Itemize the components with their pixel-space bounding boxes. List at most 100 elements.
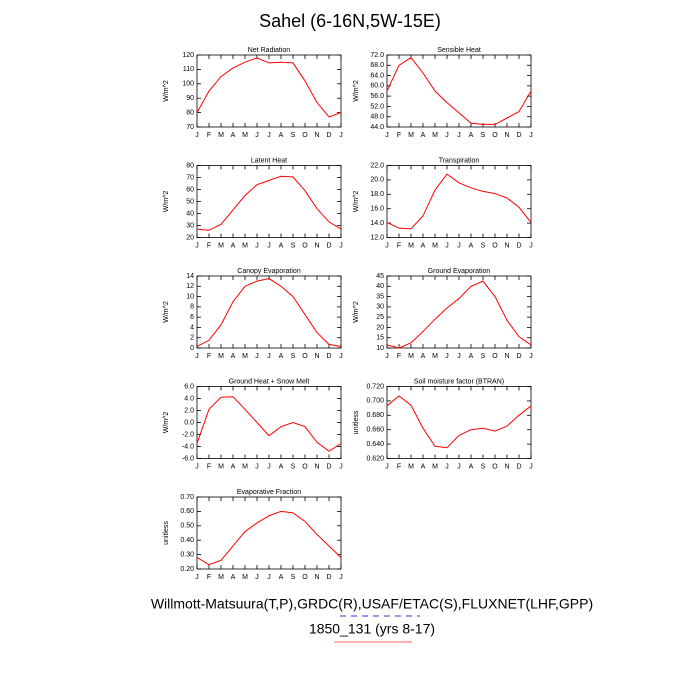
x-tick-label: J — [339, 242, 343, 249]
x-tick-label: A — [421, 353, 426, 360]
y-tick-label: 18.0 — [370, 191, 384, 198]
y-tick-label: 48.0 — [370, 114, 384, 121]
x-tick-label: J — [457, 353, 461, 360]
x-tick-label: D — [326, 463, 331, 470]
data-line — [386, 56, 532, 125]
x-tick-label: M — [242, 242, 248, 249]
x-tick-label: A — [279, 574, 284, 581]
x-tick-label: M — [218, 353, 224, 360]
x-tick-label: A — [421, 132, 426, 139]
y-tick-label: 50 — [186, 198, 194, 205]
y-tick-label: -4.0 — [182, 443, 194, 450]
y-tick-label: 0.60 — [180, 508, 194, 515]
x-tick-label: N — [314, 463, 319, 470]
x-tick-label: M — [218, 463, 224, 470]
y-tick-label: 0.0 — [184, 419, 194, 426]
x-tick-label: M — [432, 132, 438, 139]
data-line — [386, 173, 532, 230]
x-tick-label: J — [529, 242, 533, 249]
data-line — [386, 395, 532, 449]
y-axis-label: W/m^2 — [163, 80, 170, 102]
x-tick-label: J — [457, 242, 461, 249]
panel-title: Canopy Evaporation — [237, 268, 301, 275]
x-tick-label: O — [302, 132, 308, 139]
x-tick-label: J — [255, 242, 259, 249]
x-tick-label: M — [408, 353, 414, 360]
y-tick-label: 70 — [186, 174, 194, 181]
x-tick-label: A — [279, 132, 284, 139]
x-tick-label: M — [218, 242, 224, 249]
x-tick-label: J — [445, 132, 449, 139]
x-tick-label: J — [267, 574, 271, 581]
x-tick-label: F — [207, 353, 211, 360]
panel-title: Evaporative Fraction — [237, 489, 301, 496]
x-tick-label: O — [492, 242, 498, 249]
x-tick-label: A — [231, 574, 236, 581]
y-tick-label: -2.0 — [182, 431, 194, 438]
x-tick-label: J — [255, 353, 259, 360]
x-tick-label: O — [302, 242, 308, 249]
y-tick-label: 40 — [186, 210, 194, 217]
y-tick-label: 22.0 — [370, 162, 384, 169]
data-line — [386, 280, 532, 349]
x-tick-label: A — [231, 463, 236, 470]
y-tick-label: 6.0 — [184, 383, 194, 390]
y-tick-label: 90 — [186, 95, 194, 102]
y-tick-label: 0.680 — [366, 412, 384, 419]
x-tick-label: J — [267, 132, 271, 139]
y-tick-label: 14.0 — [370, 220, 384, 227]
y-tick-label: 56.0 — [370, 93, 384, 100]
x-tick-label: A — [231, 132, 236, 139]
y-axis-label: unitless — [163, 521, 170, 545]
y-tick-label: 10 — [376, 345, 384, 352]
x-tick-label: M — [242, 574, 248, 581]
x-tick-label: J — [385, 463, 389, 470]
x-tick-label: J — [457, 132, 461, 139]
x-tick-label: M — [432, 242, 438, 249]
panel-title: Net Radiation — [248, 47, 291, 54]
x-tick-label: M — [218, 132, 224, 139]
x-tick-label: M — [408, 463, 414, 470]
subcaption: 1850_131 (yrs 8-17) — [309, 621, 435, 637]
y-tick-label: 0.50 — [180, 523, 194, 530]
x-tick-label: J — [339, 132, 343, 139]
y-tick-label: 8 — [190, 304, 194, 311]
x-tick-label: N — [314, 242, 319, 249]
y-tick-label: 4.0 — [184, 395, 194, 402]
x-tick-label: S — [481, 353, 486, 360]
x-tick-label: J — [267, 242, 271, 249]
x-tick-label: D — [326, 242, 331, 249]
x-tick-label: A — [421, 463, 426, 470]
x-tick-label: J — [445, 353, 449, 360]
y-tick-label: 0.620 — [366, 455, 384, 462]
x-tick-label: J — [445, 242, 449, 249]
y-axis-label: W/m^2 — [163, 301, 170, 323]
panel-title: Transpiration — [439, 157, 480, 164]
y-tick-label: 0.30 — [180, 551, 194, 558]
panel-title: Sensible Heat — [437, 47, 481, 54]
x-tick-label: J — [195, 353, 199, 360]
x-tick-label: O — [302, 353, 308, 360]
x-tick-label: O — [492, 463, 498, 470]
x-tick-label: M — [432, 353, 438, 360]
y-axis-label: unitless — [353, 410, 360, 434]
x-tick-label: J — [339, 353, 343, 360]
y-tick-label: 100 — [182, 81, 194, 88]
x-tick-label: S — [291, 132, 296, 139]
x-tick-label: D — [516, 242, 521, 249]
x-tick-label: F — [207, 574, 211, 581]
x-tick-label: A — [279, 463, 284, 470]
y-tick-label: 14 — [186, 273, 194, 280]
y-tick-label: 15 — [376, 335, 384, 342]
y-tick-label: 64.0 — [370, 72, 384, 79]
y-tick-label: 2.0 — [184, 407, 194, 414]
x-tick-label: S — [291, 574, 296, 581]
x-tick-label: D — [326, 574, 331, 581]
x-tick-label: J — [457, 463, 461, 470]
y-tick-label: 40 — [376, 283, 384, 290]
x-tick-label: M — [242, 463, 248, 470]
panel-title: Latent Heat — [251, 157, 287, 164]
data-line — [196, 278, 342, 347]
x-tick-label: M — [218, 574, 224, 581]
panel-title: Ground Evaporation — [428, 268, 491, 275]
